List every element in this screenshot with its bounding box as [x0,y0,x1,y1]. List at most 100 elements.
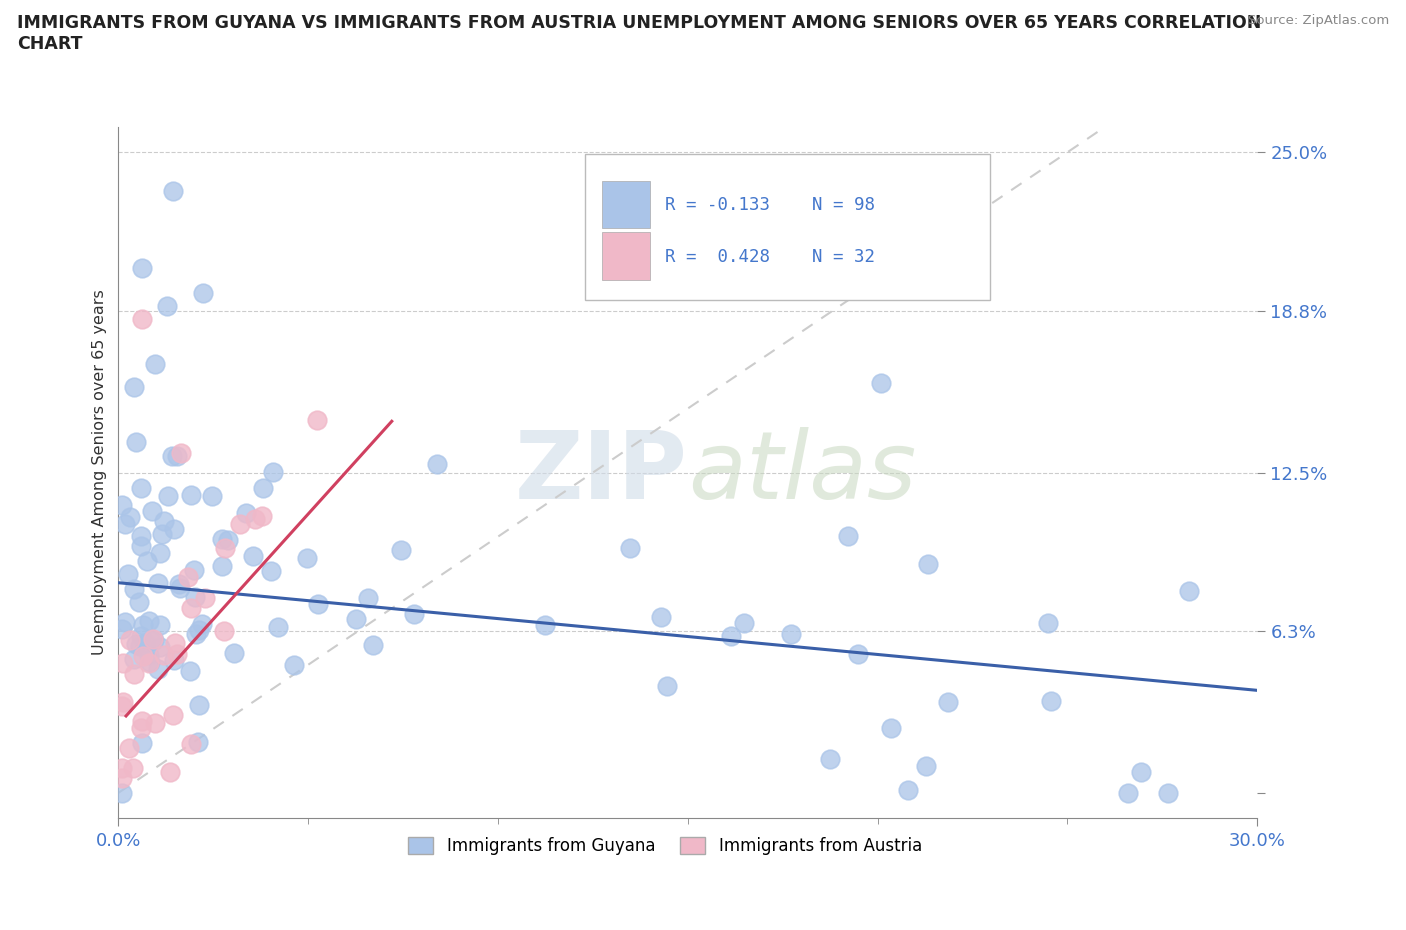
Point [183,590,205,604]
Point [135,554,157,569]
Point [131,312,153,326]
Point [870,375,893,390]
Point [307,596,329,611]
Point [180,737,202,751]
Point [120,510,142,525]
Point [139,655,162,670]
Point [111,498,134,512]
Point [122,760,145,775]
Point [118,741,141,756]
Point [141,504,163,519]
Point [187,735,209,750]
Point [1130,764,1153,779]
Point [167,577,190,591]
Point [111,770,134,785]
Point [111,699,134,714]
Point [252,480,274,495]
Point [156,489,179,504]
Point [194,591,217,605]
Point [131,648,153,663]
Point [128,639,150,654]
Point [1157,786,1180,801]
FancyBboxPatch shape [585,154,990,299]
Point [131,260,153,275]
Point [131,713,153,728]
Point [129,538,152,553]
Point [128,595,150,610]
Point [184,627,207,642]
Point [111,621,134,636]
Point [149,618,172,632]
Point [129,629,152,644]
Point [122,667,145,682]
Point [118,632,141,647]
Point [138,648,160,663]
Point [114,517,136,532]
FancyBboxPatch shape [602,232,651,280]
Text: R = -0.133    N = 98: R = -0.133 N = 98 [665,196,875,214]
Point [650,609,672,624]
Point [149,639,172,654]
Point [138,656,160,671]
FancyBboxPatch shape [602,180,651,228]
Point [122,379,145,394]
Point [117,567,139,582]
Point [426,457,449,472]
Point [211,532,233,547]
Point [169,580,191,595]
Point [229,516,252,531]
Point [1116,786,1139,801]
Point [222,645,245,660]
Point [187,622,209,637]
Point [211,559,233,574]
Point [250,509,273,524]
Point [129,481,152,496]
Point [243,512,266,526]
Point [734,616,756,631]
Point [166,646,188,661]
Point [1040,694,1063,709]
Point [114,615,136,630]
Point [125,434,148,449]
Point [179,664,201,679]
Point [177,570,200,585]
Point [162,708,184,723]
Point [163,522,186,537]
Point [191,616,214,631]
Point [1038,616,1060,631]
Point [156,299,179,313]
Point [267,619,290,634]
Point [880,721,903,736]
Point [111,760,134,775]
Point [235,505,257,520]
Point [262,465,284,480]
Point [146,662,169,677]
Point [183,562,205,577]
Point [143,357,166,372]
Point [534,618,557,632]
Point [260,564,283,578]
Point [152,647,174,662]
Point [201,489,224,504]
Point [138,613,160,628]
Point [169,445,191,460]
Text: Source: ZipAtlas.com: Source: ZipAtlas.com [1249,14,1389,27]
Point [163,635,186,650]
Point [391,542,413,557]
Point [122,581,145,596]
Point [191,286,214,300]
Point [404,606,426,621]
Point [142,631,165,646]
Point [357,591,380,605]
Text: R =  0.428    N = 32: R = 0.428 N = 32 [665,247,875,266]
Point [163,652,186,667]
Point [132,618,155,632]
Point [111,656,134,671]
Point [619,540,641,555]
Point [214,540,236,555]
Point [283,658,305,672]
Point [162,183,184,198]
Point [112,695,135,710]
Point [779,627,801,642]
Point [837,528,859,543]
